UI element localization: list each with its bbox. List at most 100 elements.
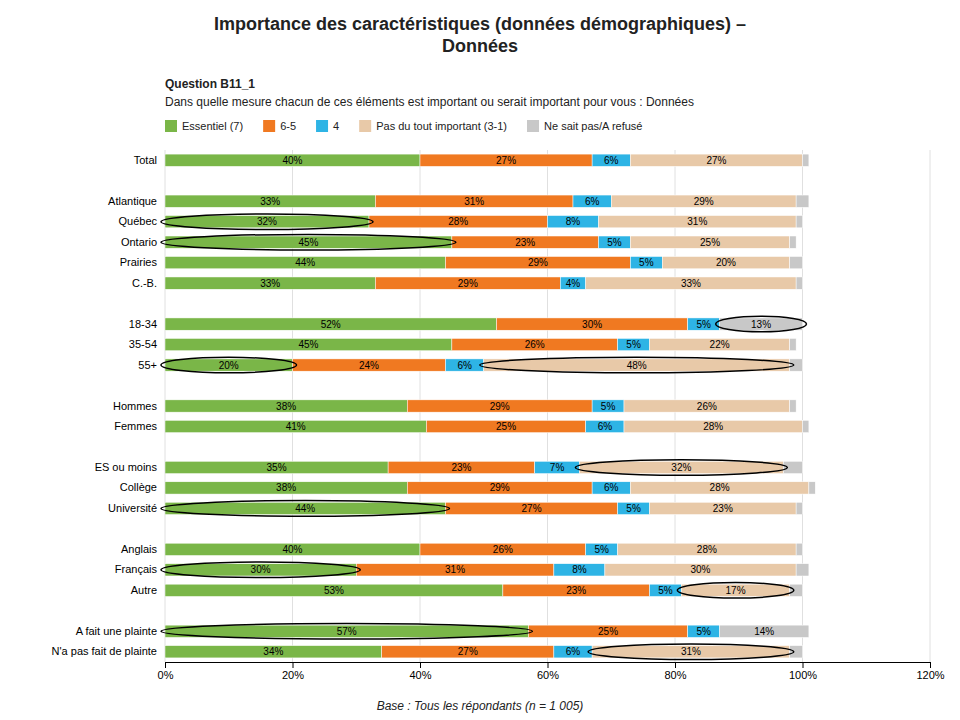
x-tick-label: 20% (282, 669, 304, 681)
bar (503, 584, 650, 596)
y-tick: ES ou moins (95, 461, 165, 473)
data-label: 38% (276, 482, 296, 493)
bar (388, 461, 535, 473)
y-tick-label: N'a pas fait de plainte (52, 645, 157, 657)
bar (497, 318, 688, 330)
bar (528, 625, 687, 637)
data-label: 44% (295, 257, 315, 268)
data-label: 31% (687, 216, 707, 227)
bar (165, 605, 166, 617)
data-label: 34% (263, 646, 283, 657)
data-label: 7% (550, 462, 565, 473)
bar (446, 502, 618, 514)
bar (535, 461, 580, 473)
bar (720, 625, 809, 637)
x-tick: 60% (537, 662, 559, 681)
bar (554, 646, 592, 658)
series (484, 154, 809, 658)
data-label: 26% (525, 339, 545, 350)
bar (803, 154, 809, 166)
data-label: 41% (286, 421, 306, 432)
highlight-circle (161, 623, 532, 639)
bar (426, 420, 585, 432)
data-label: 27% (706, 155, 726, 166)
bar (165, 502, 446, 514)
y-tick-label: ES ou moins (95, 461, 158, 473)
data-label: 27% (458, 646, 478, 657)
x-tick-label: 100% (789, 669, 817, 681)
y-axis: TotalAtlantiqueQuébecOntarioPrairiesC.-B… (52, 154, 165, 658)
footnote: Base : Tous les répondants (n = 1 005) (377, 699, 584, 713)
bar (548, 216, 599, 228)
data-label: 5% (626, 339, 641, 350)
legend-item: Ne sait pas/A refusé (527, 120, 642, 132)
bar (165, 461, 388, 473)
x-tick-mark (293, 662, 294, 668)
legend-item: Essentiel (7) (165, 120, 243, 132)
y-tick-label: 18-34 (129, 318, 157, 330)
data-label: 33% (260, 196, 280, 207)
bar (618, 543, 797, 555)
bar (165, 277, 375, 289)
data-label: 26% (697, 401, 717, 412)
y-tick: C.-B. (132, 277, 165, 289)
x-tick-label: 120% (916, 669, 944, 681)
bar (796, 502, 802, 514)
bar (165, 523, 166, 535)
data-label: 22% (710, 339, 730, 350)
bar (592, 646, 790, 658)
x-tick: 0% (158, 662, 174, 681)
y-tick: Femmes (114, 420, 165, 432)
bar (165, 523, 166, 535)
bar (579, 461, 783, 473)
data-label: 32% (671, 462, 691, 473)
bar (165, 605, 166, 617)
bar (165, 175, 166, 187)
bar (796, 195, 809, 207)
data-label: 27% (522, 503, 542, 514)
bar (790, 584, 803, 596)
plot: 40%33%32%45%44%33%52%45%20%38%41%35%38%4… (52, 150, 945, 681)
bar (618, 338, 650, 350)
bar (165, 605, 166, 617)
legend-label: Essentiel (7) (182, 120, 243, 132)
data-label: 6% (585, 196, 600, 207)
data-label: 29% (490, 401, 510, 412)
data-label: 6% (604, 482, 619, 493)
subtitle: Question B11_1 (165, 77, 255, 91)
bar (165, 420, 426, 432)
highlight-circle (161, 501, 450, 517)
bar (165, 379, 166, 391)
y-tick: Total (134, 154, 165, 166)
y-tick: Atlantique (108, 195, 165, 207)
bar (662, 256, 790, 268)
bar (618, 502, 650, 514)
y-tick: Québec (118, 215, 165, 227)
data-label: 20% (219, 360, 239, 371)
data-label: 40% (282, 155, 302, 166)
bar (599, 236, 631, 248)
x-tick: 40% (409, 662, 431, 681)
highlight-circle (480, 357, 794, 373)
data-label: 25% (598, 626, 618, 637)
bar (165, 584, 503, 596)
title: Importance des caractéristiques (données… (214, 14, 746, 56)
x-tick-label: 0% (158, 669, 174, 681)
data-label: 6% (457, 360, 472, 371)
highlight-circle (161, 562, 360, 578)
y-tick-label: Prairies (120, 256, 158, 268)
bar (592, 154, 630, 166)
y-tick-label: A fait une plainte (76, 625, 157, 637)
data-label: 29% (528, 257, 548, 268)
data-label: 8% (572, 564, 587, 575)
y-tick-label: Université (108, 502, 157, 514)
data-label: 5% (594, 544, 609, 555)
bar (165, 175, 166, 187)
bar (624, 400, 790, 412)
bar (165, 175, 166, 187)
bar (165, 236, 452, 248)
bar (790, 338, 796, 350)
y-tick-label: Total (134, 154, 157, 166)
legend: Essentiel (7)6-54Pas du tout important (… (165, 120, 642, 132)
bar (165, 297, 166, 309)
